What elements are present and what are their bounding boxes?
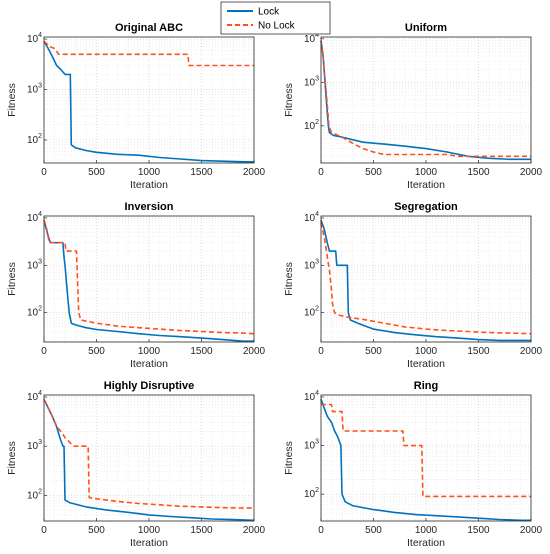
series-line-lock	[320, 398, 531, 522]
y-tick-label: 103	[304, 258, 319, 271]
subplot-3: 0 500 1000 1500 2000 102 103 104 Inversion Iterat…	[6, 201, 266, 370]
y-axis-label: Fitness	[6, 441, 18, 475]
x-tick-label: 0	[318, 525, 324, 536]
x-tick-label: 1500	[190, 525, 213, 536]
x-tick-label: 0	[41, 167, 47, 178]
subplot-1: 0 500 1000 1500 2000 102 103 104 Original ABC Ite…	[6, 22, 266, 191]
x-tick-label: 1500	[467, 525, 490, 536]
legend-label-no-lock: No Lock	[258, 21, 296, 32]
x-tick-label: 1000	[138, 525, 161, 536]
x-tick-label: 1000	[138, 346, 161, 357]
x-tick-label: 2000	[243, 346, 266, 357]
series-line-no-lock	[43, 398, 254, 509]
y-tick-label: 104	[27, 211, 42, 224]
axes-box	[43, 394, 255, 522]
y-tick-label: 102	[27, 488, 42, 501]
subplot-4: 0 500 1000 1500 2000 102 103 104 Segregation Iter…	[283, 201, 543, 370]
y-tick-label: 104	[304, 211, 319, 224]
axes-box	[320, 215, 532, 343]
chart-title: Segregation	[394, 201, 458, 213]
y-tick-label: 103	[27, 258, 42, 271]
x-tick-label: 1500	[467, 167, 490, 178]
x-tick-label: 2000	[520, 167, 543, 178]
y-axis-label: Fitness	[283, 83, 295, 117]
series-line-no-lock	[43, 219, 255, 335]
x-axis-label: Iteration	[130, 537, 168, 549]
chart-title: Highly Disruptive	[104, 380, 194, 392]
x-tick-label: 1000	[415, 167, 438, 178]
series-line-lock	[43, 219, 254, 342]
y-axis-label: Fitness	[283, 262, 295, 296]
x-tick-label: 2000	[520, 525, 543, 536]
x-tick-label: 2000	[243, 525, 266, 536]
x-axis-label: Iteration	[130, 179, 168, 191]
chart-title: Ring	[414, 380, 438, 392]
y-tick-label: 103	[304, 75, 319, 88]
axes-box	[320, 36, 532, 164]
x-axis-label: Iteration	[130, 358, 168, 370]
x-tick-label: 1000	[415, 525, 438, 536]
subplot-6: 0 500 1000 1500 2000 102 103 104 Ring Iteration Fi…	[283, 380, 543, 549]
x-tick-label: 2000	[520, 346, 543, 357]
x-tick-label: 500	[365, 346, 382, 357]
subplot-5: 0 500 1000 1500 2000 102 103 104 Highly Disrupti…	[6, 380, 266, 549]
chart-title: Inversion	[125, 201, 174, 213]
series-line-no-lock	[320, 40, 531, 158]
axes-box	[43, 215, 255, 343]
y-tick-label: 103	[27, 439, 42, 452]
x-tick-label: 0	[41, 346, 47, 357]
x-tick-label: 0	[41, 525, 47, 536]
y-tick-label: 102	[304, 487, 319, 500]
x-tick-label: 1500	[190, 167, 213, 178]
y-tick-label: 102	[27, 306, 42, 319]
y-tick-label: 103	[304, 439, 319, 452]
x-axis-label: Iteration	[407, 358, 445, 370]
x-tick-label: 1000	[415, 346, 438, 357]
x-tick-label: 0	[318, 167, 324, 178]
series-line-no-lock	[43, 40, 254, 67]
subplot-2: 0 500 1000 1500 2000 102 103 104 Uniform Iteratio…	[283, 22, 543, 191]
subplot-grid: 0 500 1000 1500 2000 102 103 104 Original ABC Ite…	[6, 22, 543, 549]
x-tick-label: 500	[365, 167, 382, 178]
series-line-no-lock	[321, 403, 531, 498]
x-tick-label: 0	[318, 346, 324, 357]
x-tick-label: 2000	[243, 167, 266, 178]
y-tick-label: 102	[304, 119, 319, 132]
x-axis-label: Iteration	[407, 179, 445, 191]
y-axis-label: Fitness	[283, 441, 295, 475]
x-tick-label: 500	[88, 346, 105, 357]
x-tick-label: 1500	[467, 346, 490, 357]
series-line-lock	[320, 219, 531, 342]
x-tick-label: 500	[365, 525, 382, 536]
series-line-lock	[43, 40, 254, 163]
y-tick-label: 102	[27, 133, 42, 146]
x-axis-label: Iteration	[407, 537, 445, 549]
y-tick-label: 104	[27, 390, 42, 403]
series-line-no-lock	[320, 222, 532, 335]
axes-box	[43, 36, 255, 164]
axes-box	[320, 394, 532, 522]
x-tick-label: 500	[88, 167, 105, 178]
legend: Lock No Lock	[220, 1, 331, 35]
chart-title: Uniform	[405, 22, 447, 34]
x-tick-label: 500	[88, 525, 105, 536]
y-axis-label: Fitness	[6, 262, 18, 296]
y-tick-label: 104	[304, 390, 319, 403]
x-tick-label: 1500	[190, 346, 213, 357]
y-tick-label: 104	[304, 32, 319, 45]
y-tick-label: 104	[27, 32, 42, 45]
chart-title: Original ABC	[115, 22, 183, 34]
y-tick-label: 102	[304, 306, 319, 319]
legend-box	[220, 1, 331, 35]
y-axis-label: Fitness	[6, 83, 18, 117]
x-tick-label: 1000	[138, 167, 161, 178]
y-tick-label: 103	[27, 83, 42, 96]
legend-label-lock: Lock	[258, 7, 280, 18]
